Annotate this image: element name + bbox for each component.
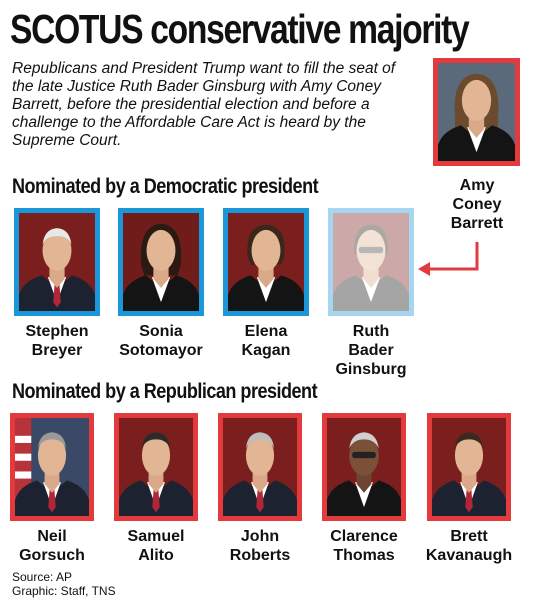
justice-name: John Roberts: [229, 528, 291, 564]
person-portrait-icon: [119, 418, 193, 516]
justice-name: Ruth Bader Ginsburg: [335, 323, 407, 378]
sotomayor-portrait: [118, 208, 204, 316]
graphic-credit: Graphic: Staff, TNS: [12, 584, 116, 598]
person-portrait-icon: [15, 418, 89, 516]
ginsburg-portrait: [328, 208, 414, 316]
person-portrait-icon: [123, 213, 199, 311]
person-portrait-icon: [438, 63, 515, 161]
person-portrait-icon: [228, 213, 304, 311]
gorsuch-portrait: [10, 413, 94, 521]
justice-name: Neil Gorsuch: [19, 528, 85, 564]
page-title: SCOTUS conservative majority: [10, 6, 470, 52]
person-portrait-icon: [432, 418, 506, 516]
breyer-portrait: [14, 208, 100, 316]
justice-name: Elena Kagan: [241, 323, 291, 359]
person-portrait-icon: [333, 213, 409, 311]
justice-name: Sonia Sotomayor: [119, 323, 203, 359]
alito-portrait: [114, 413, 198, 521]
justice-name: Brett Kavanaugh: [425, 528, 513, 564]
thomas-portrait: [322, 413, 406, 521]
kavanaugh-portrait: [427, 413, 511, 521]
roberts-portrait: [218, 413, 302, 521]
barrett-name: Amy Coney Barrett: [450, 177, 504, 232]
source-credit: Source: AP: [12, 570, 73, 584]
person-portrait-icon: [19, 213, 95, 311]
arrow-left-icon: [418, 242, 479, 276]
kagan-portrait: [223, 208, 309, 316]
justice-name: Clarence Thomas: [330, 528, 398, 564]
person-portrait-icon: [327, 418, 401, 516]
democratic-heading: Nominated by a Democratic president: [12, 175, 319, 198]
barrett-portrait: [433, 58, 520, 166]
republican-heading: Nominated by a Republican president: [12, 380, 318, 403]
justice-name: Stephen Breyer: [25, 323, 89, 359]
justice-name: Samuel Alito: [127, 528, 185, 564]
person-portrait-icon: [223, 418, 297, 516]
intro-text: Republicans and President Trump want to …: [12, 60, 396, 149]
